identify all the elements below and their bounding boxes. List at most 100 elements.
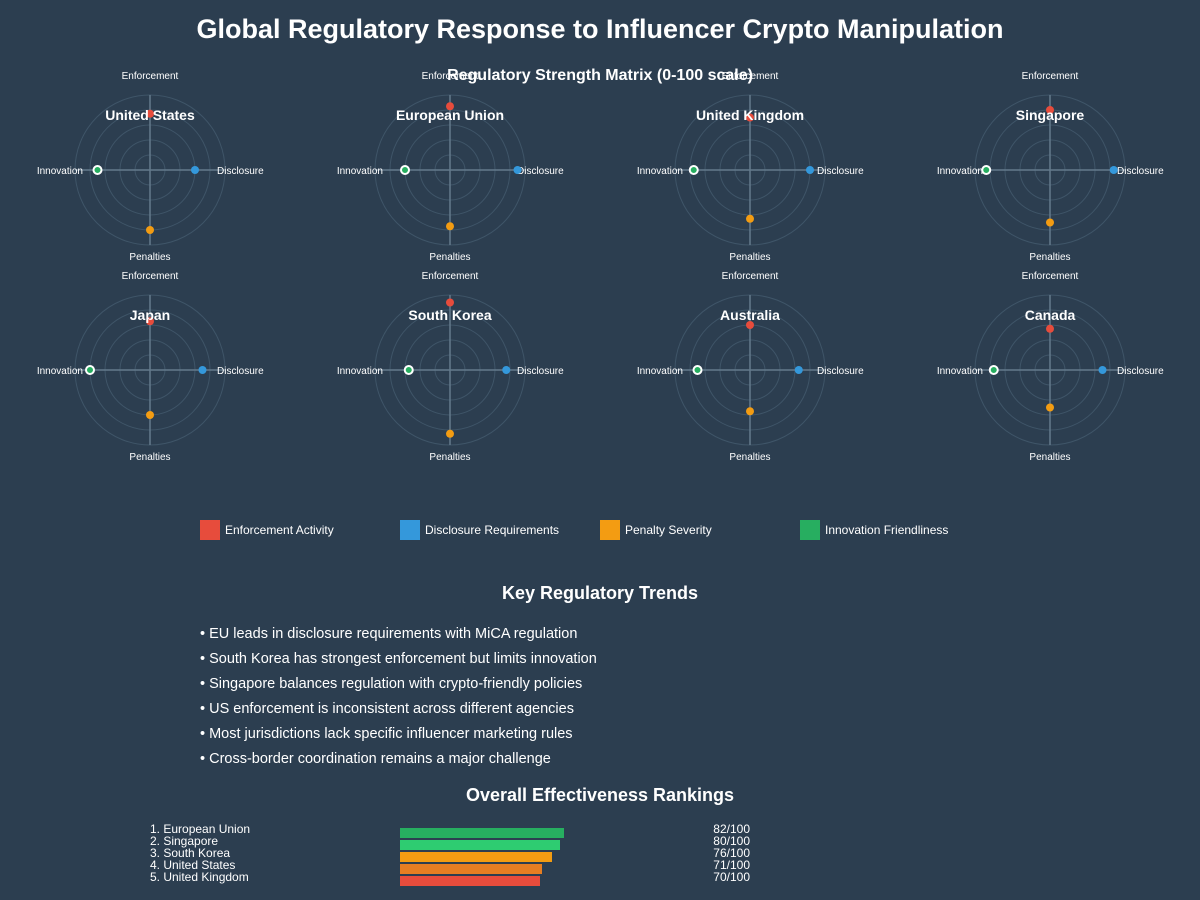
point-disclosure <box>191 166 199 174</box>
axis-label-innovation: Innovation <box>637 366 683 377</box>
trend-item: • US enforcement is inconsistent across … <box>200 701 574 717</box>
ranking-bar <box>400 876 540 886</box>
radar-united-kingdom: Enforcement Disclosure Penalties Innovation… <box>637 71 864 263</box>
axis-label-disclosure: Disclosure <box>817 366 864 377</box>
point-disclosure <box>1098 366 1107 374</box>
ranking-score: 71/100 <box>713 858 750 872</box>
matrix-title: Regulatory Strength Matrix (0-100 scale) <box>447 67 753 84</box>
country-name: Japan <box>130 307 170 323</box>
legend-item: Enforcement Activity <box>200 520 334 540</box>
legend-label: Innovation Friendliness <box>825 523 949 537</box>
axis-label-enforcement: Enforcement <box>122 271 179 282</box>
axis-label-penalties: Penalties <box>1029 452 1070 463</box>
axis-label-disclosure: Disclosure <box>1117 366 1164 377</box>
point-enforcement <box>146 109 154 118</box>
country-name: Australia <box>720 307 780 323</box>
radar-canada: Enforcement Disclosure Penalties Innovation… <box>937 271 1164 463</box>
ranking-row: 2. Singapore 80/100 <box>150 834 750 850</box>
legend-label: Penalty Severity <box>625 523 712 537</box>
ranking-row: 5. United Kingdom 70/100 <box>150 870 750 886</box>
point-enforcement <box>146 317 154 326</box>
point-disclosure <box>513 166 522 174</box>
axis-label-enforcement: Enforcement <box>122 71 179 82</box>
radar-united-states: Enforcement Disclosure Penalties Innovation… <box>37 71 264 263</box>
ranking-bar <box>400 840 560 850</box>
point-disclosure <box>1109 166 1118 174</box>
ranking-score: 82/100 <box>713 822 750 836</box>
axis-label-penalties: Penalties <box>729 452 770 463</box>
regulatory-strength-matrix: Enforcement Disclosure Penalties Innovation… <box>37 67 1164 463</box>
ranking-label: 4. United States <box>150 858 236 872</box>
trends-list: • EU leads in disclosure requirements wi… <box>200 622 597 772</box>
ranking-bar <box>400 828 564 838</box>
axis-label-disclosure: Disclosure <box>1117 166 1164 177</box>
axis-label-disclosure: Disclosure <box>217 366 264 377</box>
point-penalties <box>146 226 154 234</box>
axis-label-disclosure: Disclosure <box>817 166 864 177</box>
ranking-row: 3. South Korea 76/100 <box>150 846 750 862</box>
legend-swatch <box>800 520 820 540</box>
point-enforcement <box>446 298 454 307</box>
axis-label-innovation: Innovation <box>37 166 83 177</box>
radar-japan: Enforcement Disclosure Penalties Innovation… <box>37 271 264 463</box>
legend-swatch <box>600 520 620 540</box>
axis-label-disclosure: Disclosure <box>517 166 564 177</box>
axis-label-innovation: Innovation <box>937 166 983 177</box>
point-innovation <box>692 365 703 375</box>
legend-label: Disclosure Requirements <box>425 523 560 537</box>
legend-item: Disclosure Requirements <box>400 520 559 540</box>
legend-item: Penalty Severity <box>600 520 712 540</box>
legend-swatch <box>400 520 420 540</box>
point-penalties <box>746 407 754 416</box>
ranking-label: 5. United Kingdom <box>150 870 249 884</box>
trend-item: • Cross-border coordination remains a ma… <box>200 751 551 767</box>
axis-label-innovation: Innovation <box>337 366 383 377</box>
ranking-row: 1. European Union 82/100 <box>150 822 750 838</box>
country-name: United Kingdom <box>696 107 804 123</box>
axis-label-innovation: Innovation <box>37 366 83 377</box>
ranking-score: 76/100 <box>713 846 750 860</box>
point-enforcement <box>1046 324 1054 333</box>
axis-label-enforcement: Enforcement <box>422 271 479 282</box>
axis-label-innovation: Innovation <box>637 166 683 177</box>
axis-label-penalties: Penalties <box>729 252 770 263</box>
trend-item: • EU leads in disclosure requirements wi… <box>200 626 578 642</box>
axis-label-enforcement: Enforcement <box>1022 71 1079 82</box>
point-disclosure <box>502 366 511 374</box>
ranking-label: 3. South Korea <box>150 846 231 860</box>
point-penalties <box>446 429 454 438</box>
point-enforcement <box>1046 106 1054 114</box>
axis-label-disclosure: Disclosure <box>217 166 264 177</box>
axis-label-penalties: Penalties <box>429 452 470 463</box>
axis-label-innovation: Innovation <box>337 166 383 177</box>
country-name: United States <box>105 107 195 123</box>
axis-label-disclosure: Disclosure <box>517 366 564 377</box>
axis-label-penalties: Penalties <box>129 252 170 263</box>
point-penalties <box>1046 403 1054 412</box>
point-innovation <box>92 165 103 175</box>
point-disclosure <box>794 366 803 374</box>
axis-label-penalties: Penalties <box>429 252 470 263</box>
ranking-row: 4. United States 71/100 <box>150 858 750 874</box>
axis-label-enforcement: Enforcement <box>722 271 779 282</box>
axis-label-penalties: Penalties <box>129 452 170 463</box>
legend-label: Enforcement Activity <box>225 523 334 537</box>
radar-european-union: Enforcement Disclosure Penalties Innovation… <box>337 71 564 263</box>
country-name: Singapore <box>1016 107 1085 123</box>
point-enforcement <box>446 102 454 111</box>
point-penalties <box>746 214 754 223</box>
point-enforcement <box>746 113 754 122</box>
ranking-score: 70/100 <box>713 870 750 884</box>
trend-item: • Most jurisdictions lack specific influ… <box>200 726 573 742</box>
ranking-score: 80/100 <box>713 834 750 848</box>
axis-label-enforcement: Enforcement <box>1022 271 1079 282</box>
point-disclosure <box>198 366 207 374</box>
point-innovation <box>988 365 999 375</box>
radar-singapore: Enforcement Disclosure Penalties Innovation… <box>937 71 1164 263</box>
point-penalties <box>446 222 454 231</box>
ranking-bar <box>400 864 542 874</box>
ranking-bar <box>400 852 552 862</box>
trend-item: • Singapore balances regulation with cry… <box>200 676 583 692</box>
radar-south-korea: Enforcement Disclosure Penalties Innovation… <box>337 271 564 463</box>
axis-label-enforcement: Enforcement <box>422 71 479 82</box>
